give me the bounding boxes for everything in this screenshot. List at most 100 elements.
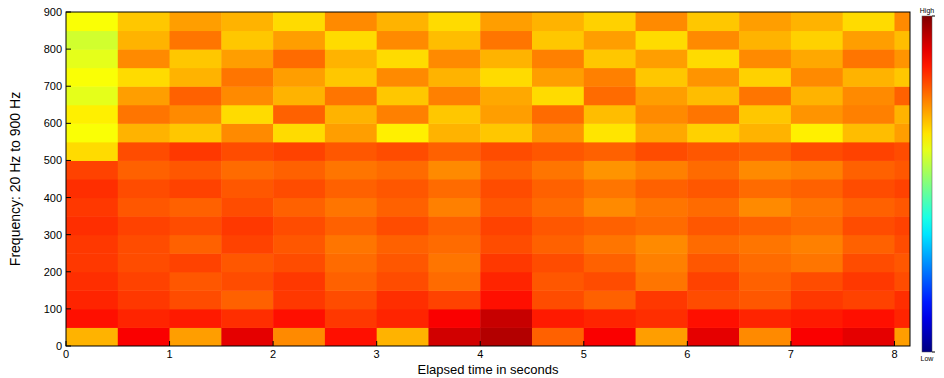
- heatmap-cell: [170, 235, 222, 254]
- heatmap-cell: [791, 31, 843, 50]
- heatmap-cell: [894, 272, 910, 291]
- heatmap-cell: [480, 86, 532, 105]
- heatmap-cell: [791, 105, 843, 124]
- x-tick: [66, 341, 67, 346]
- heatmap-cell: [636, 123, 688, 142]
- heatmap-cell: [584, 198, 636, 217]
- heatmap-cell: [66, 49, 118, 68]
- heatmap-cell: [894, 290, 910, 309]
- heatmap-cell: [66, 179, 118, 198]
- color-bar-label: Low: [921, 355, 935, 362]
- heatmap-cell: [532, 105, 584, 124]
- heatmap-cell: [221, 179, 273, 198]
- x-tick: [687, 341, 688, 346]
- heatmap-cell: [739, 142, 791, 161]
- heatmap-cell: [687, 253, 739, 272]
- heatmap-cell: [66, 290, 118, 309]
- heatmap-cell: [221, 86, 273, 105]
- heatmap-cell: [843, 142, 895, 161]
- heatmap-cell: [221, 198, 273, 217]
- y-tick: [66, 346, 71, 347]
- heatmap-cell: [739, 179, 791, 198]
- heatmap-cell: [325, 86, 377, 105]
- heatmap-cell: [66, 86, 118, 105]
- heatmap-cell: [325, 216, 377, 235]
- heatmap-cell: [66, 31, 118, 50]
- heatmap-cell: [377, 86, 429, 105]
- heatmap-cell: [532, 160, 584, 179]
- heatmap-cell: [273, 216, 325, 235]
- x-tick-label: 1: [166, 348, 172, 360]
- heatmap-cell: [325, 105, 377, 124]
- heatmap-cell: [791, 198, 843, 217]
- heatmap-cell: [894, 253, 910, 272]
- heatmap-cell: [118, 198, 170, 217]
- heatmap-cell: [791, 272, 843, 291]
- heatmap-cell: [377, 290, 429, 309]
- heatmap-cell: [687, 31, 739, 50]
- heatmap-cell: [636, 327, 688, 346]
- heatmap-cell: [118, 216, 170, 235]
- heatmap-cell: [843, 253, 895, 272]
- heatmap-cell: [221, 68, 273, 87]
- heatmap-cell: [739, 86, 791, 105]
- heatmap-cell: [843, 235, 895, 254]
- heatmap-cell: [584, 179, 636, 198]
- y-tick-label: 100: [44, 303, 62, 315]
- heatmap-cell: [584, 160, 636, 179]
- heatmap-cell: [739, 235, 791, 254]
- heatmap-cell: [325, 12, 377, 31]
- heatmap-cell: [791, 179, 843, 198]
- heatmap-cell: [66, 68, 118, 87]
- heatmap-cell: [636, 235, 688, 254]
- heatmap-cell: [791, 309, 843, 328]
- heatmap-cell: [170, 272, 222, 291]
- heatmap-cell: [584, 290, 636, 309]
- heatmap-cell: [428, 49, 480, 68]
- heatmap-cell: [843, 31, 895, 50]
- y-tick-label: 800: [44, 43, 62, 55]
- heatmap-cell: [221, 160, 273, 179]
- heatmap-cell: [221, 142, 273, 161]
- heatmap-cell: [687, 179, 739, 198]
- heatmap-cell: [66, 327, 118, 346]
- heatmap-cell: [377, 142, 429, 161]
- heatmap-cell: [791, 142, 843, 161]
- heatmap-cell: [325, 290, 377, 309]
- heatmap-cell: [584, 253, 636, 272]
- heatmap-cell: [791, 12, 843, 31]
- heatmap-cell: [377, 179, 429, 198]
- heatmap-cell: [170, 253, 222, 272]
- heatmap-cell: [428, 272, 480, 291]
- x-tick-label: 0: [63, 348, 69, 360]
- heatmap-cell: [584, 105, 636, 124]
- heatmap-cell: [66, 123, 118, 142]
- heatmap-cell: [636, 198, 688, 217]
- heatmap-cell: [428, 68, 480, 87]
- heatmap-cell: [480, 160, 532, 179]
- heatmap-cell: [377, 235, 429, 254]
- heatmap-cell: [584, 235, 636, 254]
- heatmap-cell: [687, 290, 739, 309]
- heatmap-cell: [221, 31, 273, 50]
- x-tick: [583, 341, 584, 346]
- heatmap-cell: [66, 235, 118, 254]
- y-tick-label: 400: [44, 192, 62, 204]
- heatmap-cell: [739, 31, 791, 50]
- heatmap-cell: [843, 68, 895, 87]
- heatmap-cell: [687, 142, 739, 161]
- heatmap-cell: [480, 12, 532, 31]
- heatmap-cell: [636, 272, 688, 291]
- x-tick-label: 8: [891, 348, 897, 360]
- heatmap-cell: [377, 253, 429, 272]
- heatmap-cell: [325, 198, 377, 217]
- heatmap-cell: [584, 216, 636, 235]
- heatmap-cell: [687, 216, 739, 235]
- heatmap-cell: [687, 12, 739, 31]
- heatmap-cell: [843, 12, 895, 31]
- heatmap-cell: [843, 327, 895, 346]
- heatmap-cell: [584, 309, 636, 328]
- heatmap-cell: [325, 253, 377, 272]
- heatmap-cell: [636, 309, 688, 328]
- heatmap-cell: [273, 309, 325, 328]
